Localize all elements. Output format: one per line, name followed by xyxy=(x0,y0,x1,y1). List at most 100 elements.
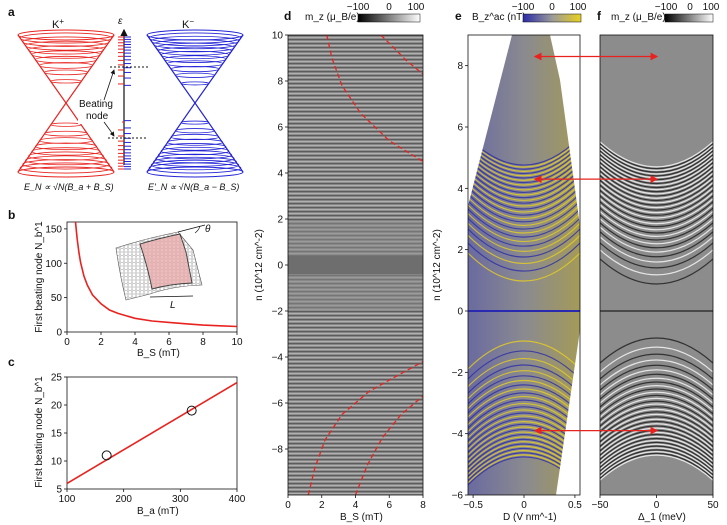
landau-level-ring xyxy=(43,130,89,137)
stripe xyxy=(288,77,423,79)
landau-arc xyxy=(600,449,713,476)
stripe xyxy=(288,479,423,481)
stripe xyxy=(288,287,423,289)
colorbar-tick-e-mid: 0 xyxy=(549,2,555,13)
stripe xyxy=(288,229,423,231)
panel-c: c 100 200 300 400 5 10 15 20 25 B_a (mT) First b… xyxy=(8,355,246,517)
stripe xyxy=(288,107,423,109)
stripe xyxy=(288,297,423,299)
landau-arc xyxy=(600,435,713,462)
stripe xyxy=(288,381,423,383)
stripe xyxy=(288,73,423,75)
landau-arc xyxy=(468,204,580,234)
stripe xyxy=(288,339,423,341)
landau-arc xyxy=(468,375,580,405)
y-tick-label: −6 xyxy=(452,491,464,502)
stripe xyxy=(288,277,423,279)
stripe xyxy=(288,125,423,127)
angle-arc xyxy=(194,225,201,234)
stripe xyxy=(288,155,423,157)
beating-curve xyxy=(380,35,423,75)
landau-arc xyxy=(600,400,713,427)
length-bar xyxy=(149,295,194,298)
landau-arc xyxy=(600,222,713,249)
stripe xyxy=(288,237,423,239)
stripe xyxy=(288,387,423,389)
y-tick-label: 20 xyxy=(51,401,63,412)
stripe xyxy=(288,327,423,329)
stripe xyxy=(288,473,423,475)
stripe xyxy=(288,51,423,53)
stripe xyxy=(288,255,423,257)
stripe xyxy=(288,305,423,307)
stripe xyxy=(288,487,423,489)
stripe xyxy=(288,105,423,107)
beating-curve xyxy=(307,361,423,495)
stripe xyxy=(288,325,423,327)
stripe xyxy=(288,209,423,211)
landau-arc xyxy=(468,217,580,247)
landau-arc xyxy=(600,394,713,421)
landau-arc xyxy=(468,154,580,184)
stripe xyxy=(288,127,423,129)
landau-arc xyxy=(600,231,713,258)
stripe xyxy=(288,149,423,151)
xlabel-e: D (V nm^-1) xyxy=(503,512,557,523)
stripe xyxy=(288,219,423,221)
node-curve-b xyxy=(74,221,238,328)
formula-right: E'_N ∝ √N(B_a − B_S) xyxy=(148,182,239,192)
y-tick-label: 8 xyxy=(457,61,463,72)
landau-arc xyxy=(468,242,580,272)
landau-arc xyxy=(600,391,713,418)
landau-arc xyxy=(468,171,580,201)
x-tick-label: 6 xyxy=(166,337,172,348)
stripe xyxy=(288,179,423,181)
landau-arc xyxy=(468,222,580,252)
stripe xyxy=(288,363,423,365)
y-tick-label: −4 xyxy=(452,429,464,440)
stripe xyxy=(288,409,423,411)
stripe xyxy=(288,391,423,393)
landau-arc xyxy=(600,373,713,400)
stripe xyxy=(288,167,423,169)
stripe xyxy=(288,117,423,119)
dirac-cone-left xyxy=(17,29,115,178)
y-tick-label: 4 xyxy=(457,184,463,195)
landau-arc xyxy=(468,197,580,226)
y-tick-label: 15 xyxy=(51,429,63,440)
stripe xyxy=(288,455,423,457)
stripe xyxy=(288,207,423,209)
stripe xyxy=(288,145,423,147)
y-tick-label: 0 xyxy=(277,261,283,272)
stripe xyxy=(288,191,423,193)
stripe xyxy=(288,57,423,59)
stripe xyxy=(288,131,423,133)
colorbar-tick-d-max: 100 xyxy=(408,2,425,13)
landau-arc xyxy=(600,201,713,228)
stripe xyxy=(288,301,423,303)
landau-arc xyxy=(600,148,713,175)
stripe xyxy=(288,189,423,191)
cone-rim xyxy=(17,166,115,178)
stripe xyxy=(288,377,423,379)
data-point xyxy=(101,450,112,461)
stripe xyxy=(288,91,423,93)
landau-level-ring xyxy=(50,79,82,84)
stripe xyxy=(288,313,423,315)
landau-arc xyxy=(600,420,713,447)
stripe xyxy=(288,79,423,81)
landau-arc xyxy=(468,228,580,258)
landau-level-ring xyxy=(153,39,237,50)
landau-arc xyxy=(468,161,580,191)
landau-level-ring xyxy=(28,45,104,55)
stripe xyxy=(288,321,423,323)
stripe xyxy=(288,151,423,153)
stripe xyxy=(288,477,423,479)
landau-arc xyxy=(600,258,713,285)
stripe xyxy=(288,407,423,409)
colorbar-title-d: m_z (μ_B/e) xyxy=(305,12,360,23)
stripe xyxy=(288,367,423,369)
stripe xyxy=(288,397,423,399)
landau-level-ring xyxy=(170,66,220,73)
